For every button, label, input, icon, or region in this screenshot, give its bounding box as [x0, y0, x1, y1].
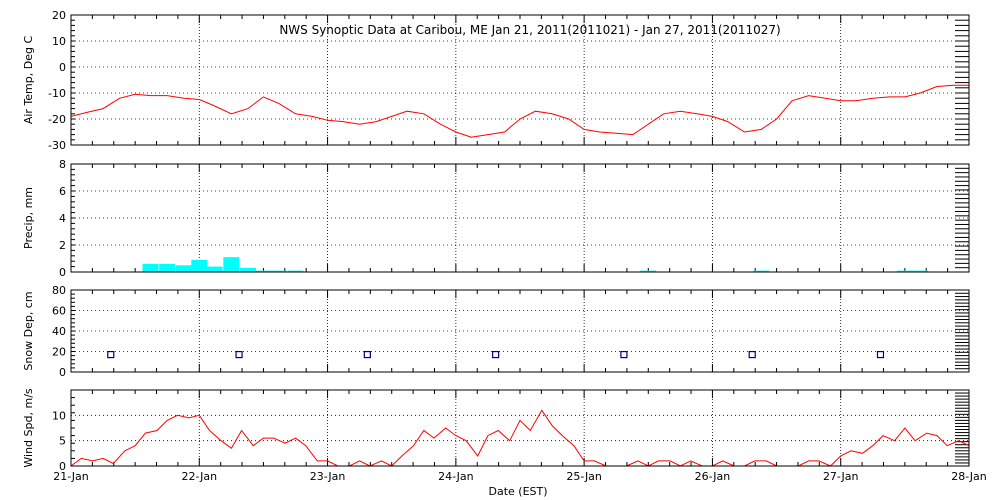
wind-speed-x-tick-label: 23-Jan [310, 470, 346, 483]
wind-speed-x-tick-label: 21-Jan [53, 470, 89, 483]
snow-depth-point [235, 350, 243, 359]
snow-depth-point [876, 350, 885, 359]
precip-bar [640, 270, 657, 272]
snow-depth-point [620, 350, 628, 359]
precip-y-tick-label: 8 [59, 158, 66, 171]
wind-speed-panel: 0 5 10 Wind Spd, m/s 21-Jan 22-Jan 23-Jan 24-Ja… [22, 388, 987, 483]
air-temp-series-line [70, 84, 969, 138]
precip-bar [175, 265, 192, 272]
wind-speed-y-axis-label: Wind Spd, m/s [22, 388, 35, 468]
wind-speed-x-tick-label: 25-Jan [566, 470, 602, 483]
snow-depth-point [107, 350, 115, 359]
snow-depth-y-tick-label: 20 [52, 346, 66, 359]
wind-speed-x-tick-label: 24-Jan [438, 470, 474, 483]
precip-panel: 0 2 4 6 8 Precip, mm [22, 158, 970, 279]
precip-bar [240, 267, 257, 272]
precip-bar [142, 263, 159, 272]
precip-bar [270, 270, 287, 272]
snow-depth-panel: 0 20 40 60 80 Snow Dep, cm [22, 284, 970, 379]
wind-speed-frame [70, 389, 970, 467]
precip-bar [753, 270, 770, 272]
air-temp-y-tick-label: 10 [52, 35, 66, 48]
precip-bar [206, 266, 223, 272]
air-temp-frame [70, 14, 970, 146]
wind-speed-y-tick-label: 0 [59, 460, 66, 473]
air-temp-y-tick-label: -10 [48, 87, 66, 100]
snow-depth-y-tick-label: 40 [52, 325, 66, 338]
chart-title: NWS Synoptic Data at Caribou, ME Jan 21,… [279, 23, 780, 37]
precip-bar [159, 263, 176, 272]
precip-bar [287, 270, 304, 272]
snow-depth-y-tick-label: 80 [52, 284, 66, 297]
chart-panels: -30 -20 -10 0 10 20 Air Temp, Deg C 0 2 4 6 8 Precip… [22, 9, 987, 483]
precip-y-tick-label: 6 [59, 185, 66, 198]
snow-depth-y-tick-label: 0 [59, 366, 66, 379]
wind-speed-y-tick-label: 10 [52, 409, 66, 422]
wind-speed-series-line [70, 409, 970, 467]
air-temp-y-tick-label: 20 [52, 9, 66, 22]
precip-y-tick-label: 0 [59, 266, 66, 279]
wind-speed-x-tick-label: 26-Jan [695, 470, 731, 483]
snow-depth-point [492, 350, 500, 359]
wind-speed-x-tick-label: 27-Jan [823, 470, 859, 483]
snow-depth-frame [70, 289, 970, 373]
air-temp-y-axis-label: Air Temp, Deg C [22, 36, 35, 125]
air-temp-y-tick-label: -20 [48, 113, 66, 126]
snow-depth-point [363, 350, 371, 359]
precip-bar [255, 270, 272, 272]
wind-speed-x-tick-label: 22-Jan [182, 470, 218, 483]
precip-frame [70, 163, 970, 273]
precip-bar [896, 270, 913, 272]
precip-y-axis-label: Precip, mm [22, 187, 35, 249]
wind-speed-x-tick-label: 28-Jan [951, 470, 987, 483]
snow-depth-point [748, 350, 756, 359]
air-temp-y-tick-label: 0 [59, 61, 66, 74]
precip-y-tick-label: 2 [59, 239, 66, 252]
air-temp-panel: -30 -20 -10 0 10 20 Air Temp, Deg C [22, 9, 970, 152]
snow-depth-y-tick-label: 60 [52, 305, 66, 318]
air-temp-y-tick-label: -30 [48, 139, 66, 152]
precip-bar [223, 257, 240, 272]
wind-speed-y-tick-label: 5 [59, 435, 66, 448]
precip-y-tick-label: 4 [59, 212, 66, 225]
x-axis-label: Date (EST) [488, 485, 547, 498]
snow-depth-y-axis-label: Snow Dep, cm [22, 291, 35, 370]
precip-bar [912, 270, 929, 272]
precip-bar [191, 259, 208, 272]
